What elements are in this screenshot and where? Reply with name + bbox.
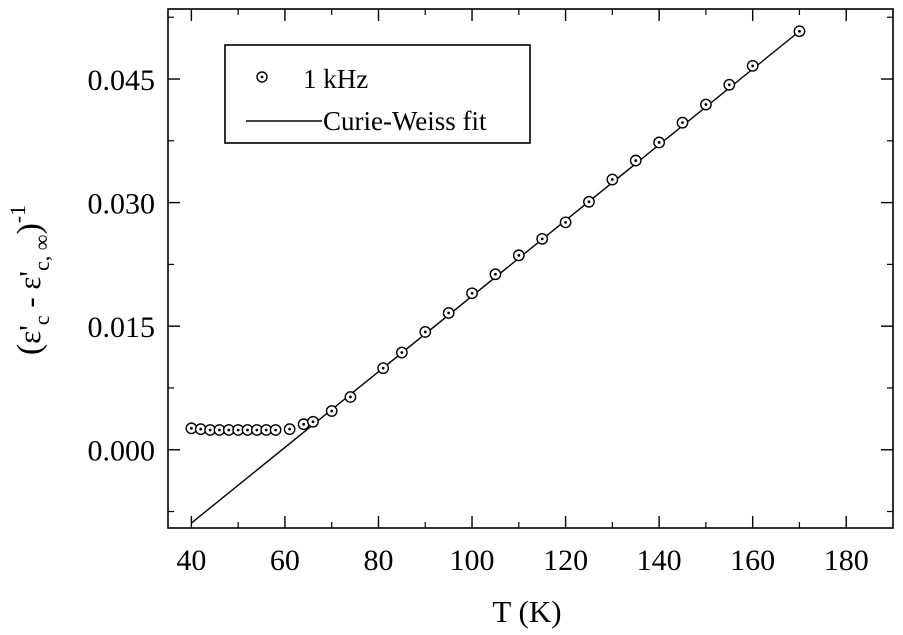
data-point-center bbox=[218, 428, 221, 432]
x-tick-label: 140 bbox=[637, 544, 682, 577]
x-tick-label: 80 bbox=[363, 544, 393, 577]
data-point-center bbox=[199, 427, 203, 431]
data-point-center bbox=[494, 272, 497, 276]
x-tick-label: 60 bbox=[270, 544, 300, 577]
x-tick-label: 160 bbox=[730, 544, 775, 577]
legend-marker-1khz-dot bbox=[260, 75, 264, 79]
tick-labels: 40 60 80 100 120 140 160 180 0.000 0.015 0.030 0.04… bbox=[88, 64, 869, 577]
data-point-center bbox=[751, 64, 755, 68]
y-axis-title-power: -1 bbox=[5, 205, 30, 223]
y-tick-label: 0.045 bbox=[88, 64, 156, 97]
data-point-center bbox=[246, 428, 249, 432]
data-point-center bbox=[587, 200, 591, 204]
x-tick-label: 120 bbox=[543, 544, 588, 577]
legend-label-1khz: 1 kHz bbox=[303, 64, 368, 94]
data-point-center bbox=[288, 427, 292, 431]
y-axis-title-eps1: ε bbox=[12, 331, 47, 344]
data-point-center bbox=[540, 237, 544, 241]
y-axis-title-eps2-prime: ' bbox=[12, 271, 47, 277]
plot-frame bbox=[167, 8, 894, 529]
data-markers bbox=[185, 25, 806, 436]
y-tick-label: 0.015 bbox=[88, 311, 156, 344]
y-axis-title-eps1-prime: ' bbox=[12, 325, 47, 331]
data-point-center bbox=[227, 428, 231, 432]
data-point-center bbox=[302, 422, 306, 426]
y-tick-label: 0.030 bbox=[88, 188, 156, 221]
data-point-center bbox=[189, 426, 193, 430]
y-axis-title: (ε'c - ε'c, ∞)-1 bbox=[5, 205, 54, 355]
data-point-center bbox=[255, 428, 259, 432]
data-point-center bbox=[634, 159, 638, 162]
x-tick-label: 40 bbox=[176, 544, 206, 577]
data-point-center bbox=[208, 428, 212, 432]
data-point-center bbox=[381, 366, 385, 370]
data-point-center bbox=[311, 420, 315, 424]
y-axis-title-close-paren: ) bbox=[11, 223, 48, 234]
x-tick-label: 100 bbox=[450, 544, 495, 577]
y-axis-title-eps1-sub: c bbox=[29, 315, 54, 325]
legend-label-fit: Curie-Weiss fit bbox=[323, 106, 487, 136]
data-point-center bbox=[349, 395, 352, 399]
y-axis-title-minus: - bbox=[12, 290, 47, 316]
data-point-center bbox=[727, 83, 731, 87]
data-point-center bbox=[704, 103, 708, 106]
data-point-center bbox=[274, 428, 277, 432]
data-point-center bbox=[610, 178, 614, 181]
data-point-center bbox=[517, 253, 521, 257]
data-point-center bbox=[564, 220, 567, 224]
data-point-center bbox=[681, 121, 684, 125]
legend: 1 kHz Curie-Weiss fit bbox=[224, 44, 531, 144]
data-point-center bbox=[447, 311, 451, 315]
data-point-center bbox=[423, 330, 427, 334]
data-point-center bbox=[330, 409, 334, 413]
y-axis-title-open-paren: ( bbox=[11, 344, 48, 355]
y-axis-title-eps2: ε bbox=[12, 277, 47, 290]
data-point-center bbox=[264, 428, 268, 432]
ticks bbox=[168, 9, 893, 528]
y-axis-title-eps2-sub: c, ∞ bbox=[29, 235, 54, 271]
data-point-center bbox=[400, 351, 404, 354]
data-point-center bbox=[470, 291, 474, 295]
data-point-center bbox=[236, 428, 240, 432]
legend-box bbox=[224, 44, 531, 144]
data-point-center bbox=[657, 141, 661, 144]
y-tick-label: 0.000 bbox=[88, 435, 156, 468]
data-point-center bbox=[798, 29, 801, 33]
x-tick-label: 180 bbox=[824, 544, 869, 577]
x-axis-title: T (K) bbox=[492, 594, 561, 629]
